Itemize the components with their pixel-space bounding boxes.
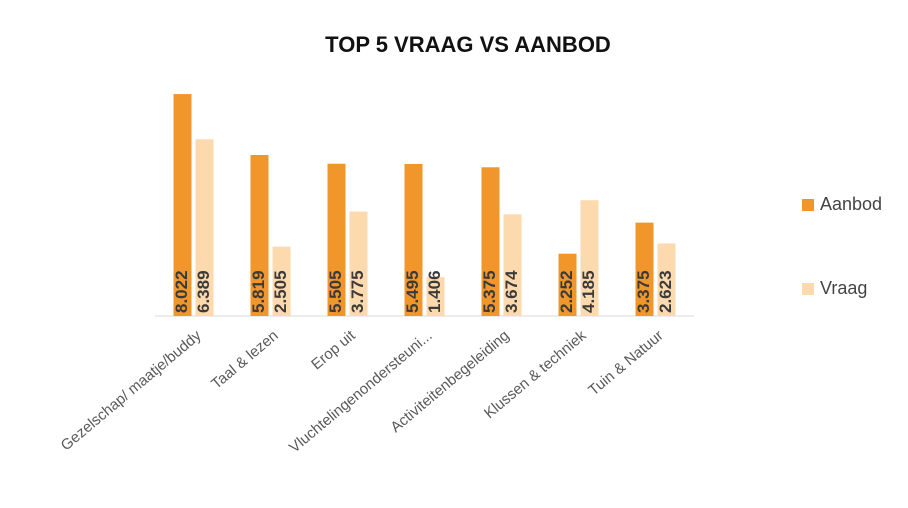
data-label: 3.375 bbox=[634, 270, 653, 313]
data-label: 6.389 bbox=[194, 270, 213, 313]
data-label: 5.819 bbox=[249, 270, 268, 313]
x-tick-label: Erop uit bbox=[308, 327, 359, 374]
bar bbox=[173, 94, 192, 316]
x-tick-label: Taal & lezen bbox=[208, 327, 282, 393]
legend-swatch bbox=[802, 283, 814, 295]
data-label: 1.406 bbox=[425, 270, 444, 313]
bar bbox=[635, 222, 654, 316]
bar bbox=[195, 139, 214, 316]
bar bbox=[558, 253, 577, 316]
data-label: 4.185 bbox=[579, 270, 598, 313]
bar bbox=[404, 163, 423, 316]
data-label: 3.775 bbox=[348, 270, 367, 313]
x-tick-label: Gezelschap/ maatje/buddy bbox=[58, 327, 205, 455]
data-label: 2.252 bbox=[557, 270, 576, 313]
legend-label: Vraag bbox=[820, 278, 867, 298]
legend-label: Aanbod bbox=[820, 194, 882, 214]
data-label: 2.623 bbox=[656, 270, 675, 313]
bar bbox=[426, 277, 445, 316]
bar bbox=[272, 246, 291, 316]
bar bbox=[580, 200, 599, 316]
data-label: 8.022 bbox=[172, 270, 191, 313]
legend-swatch bbox=[802, 199, 814, 211]
bar bbox=[349, 211, 368, 316]
data-label: 2.505 bbox=[271, 270, 290, 313]
data-label: 5.495 bbox=[403, 270, 422, 313]
bar bbox=[503, 214, 522, 316]
data-label: 5.505 bbox=[326, 270, 345, 313]
x-tick-label: Tuin & Natuur bbox=[585, 327, 666, 399]
bar bbox=[250, 155, 269, 316]
data-label: 3.674 bbox=[502, 270, 521, 313]
bar bbox=[481, 167, 500, 316]
chart-title: TOP 5 VRAAG VS AANBOD bbox=[325, 32, 611, 57]
bar bbox=[657, 243, 676, 316]
bar bbox=[327, 163, 346, 316]
data-label: 5.375 bbox=[480, 270, 499, 313]
x-tick-label: Vluchtelingenondersteuni... bbox=[286, 327, 436, 456]
